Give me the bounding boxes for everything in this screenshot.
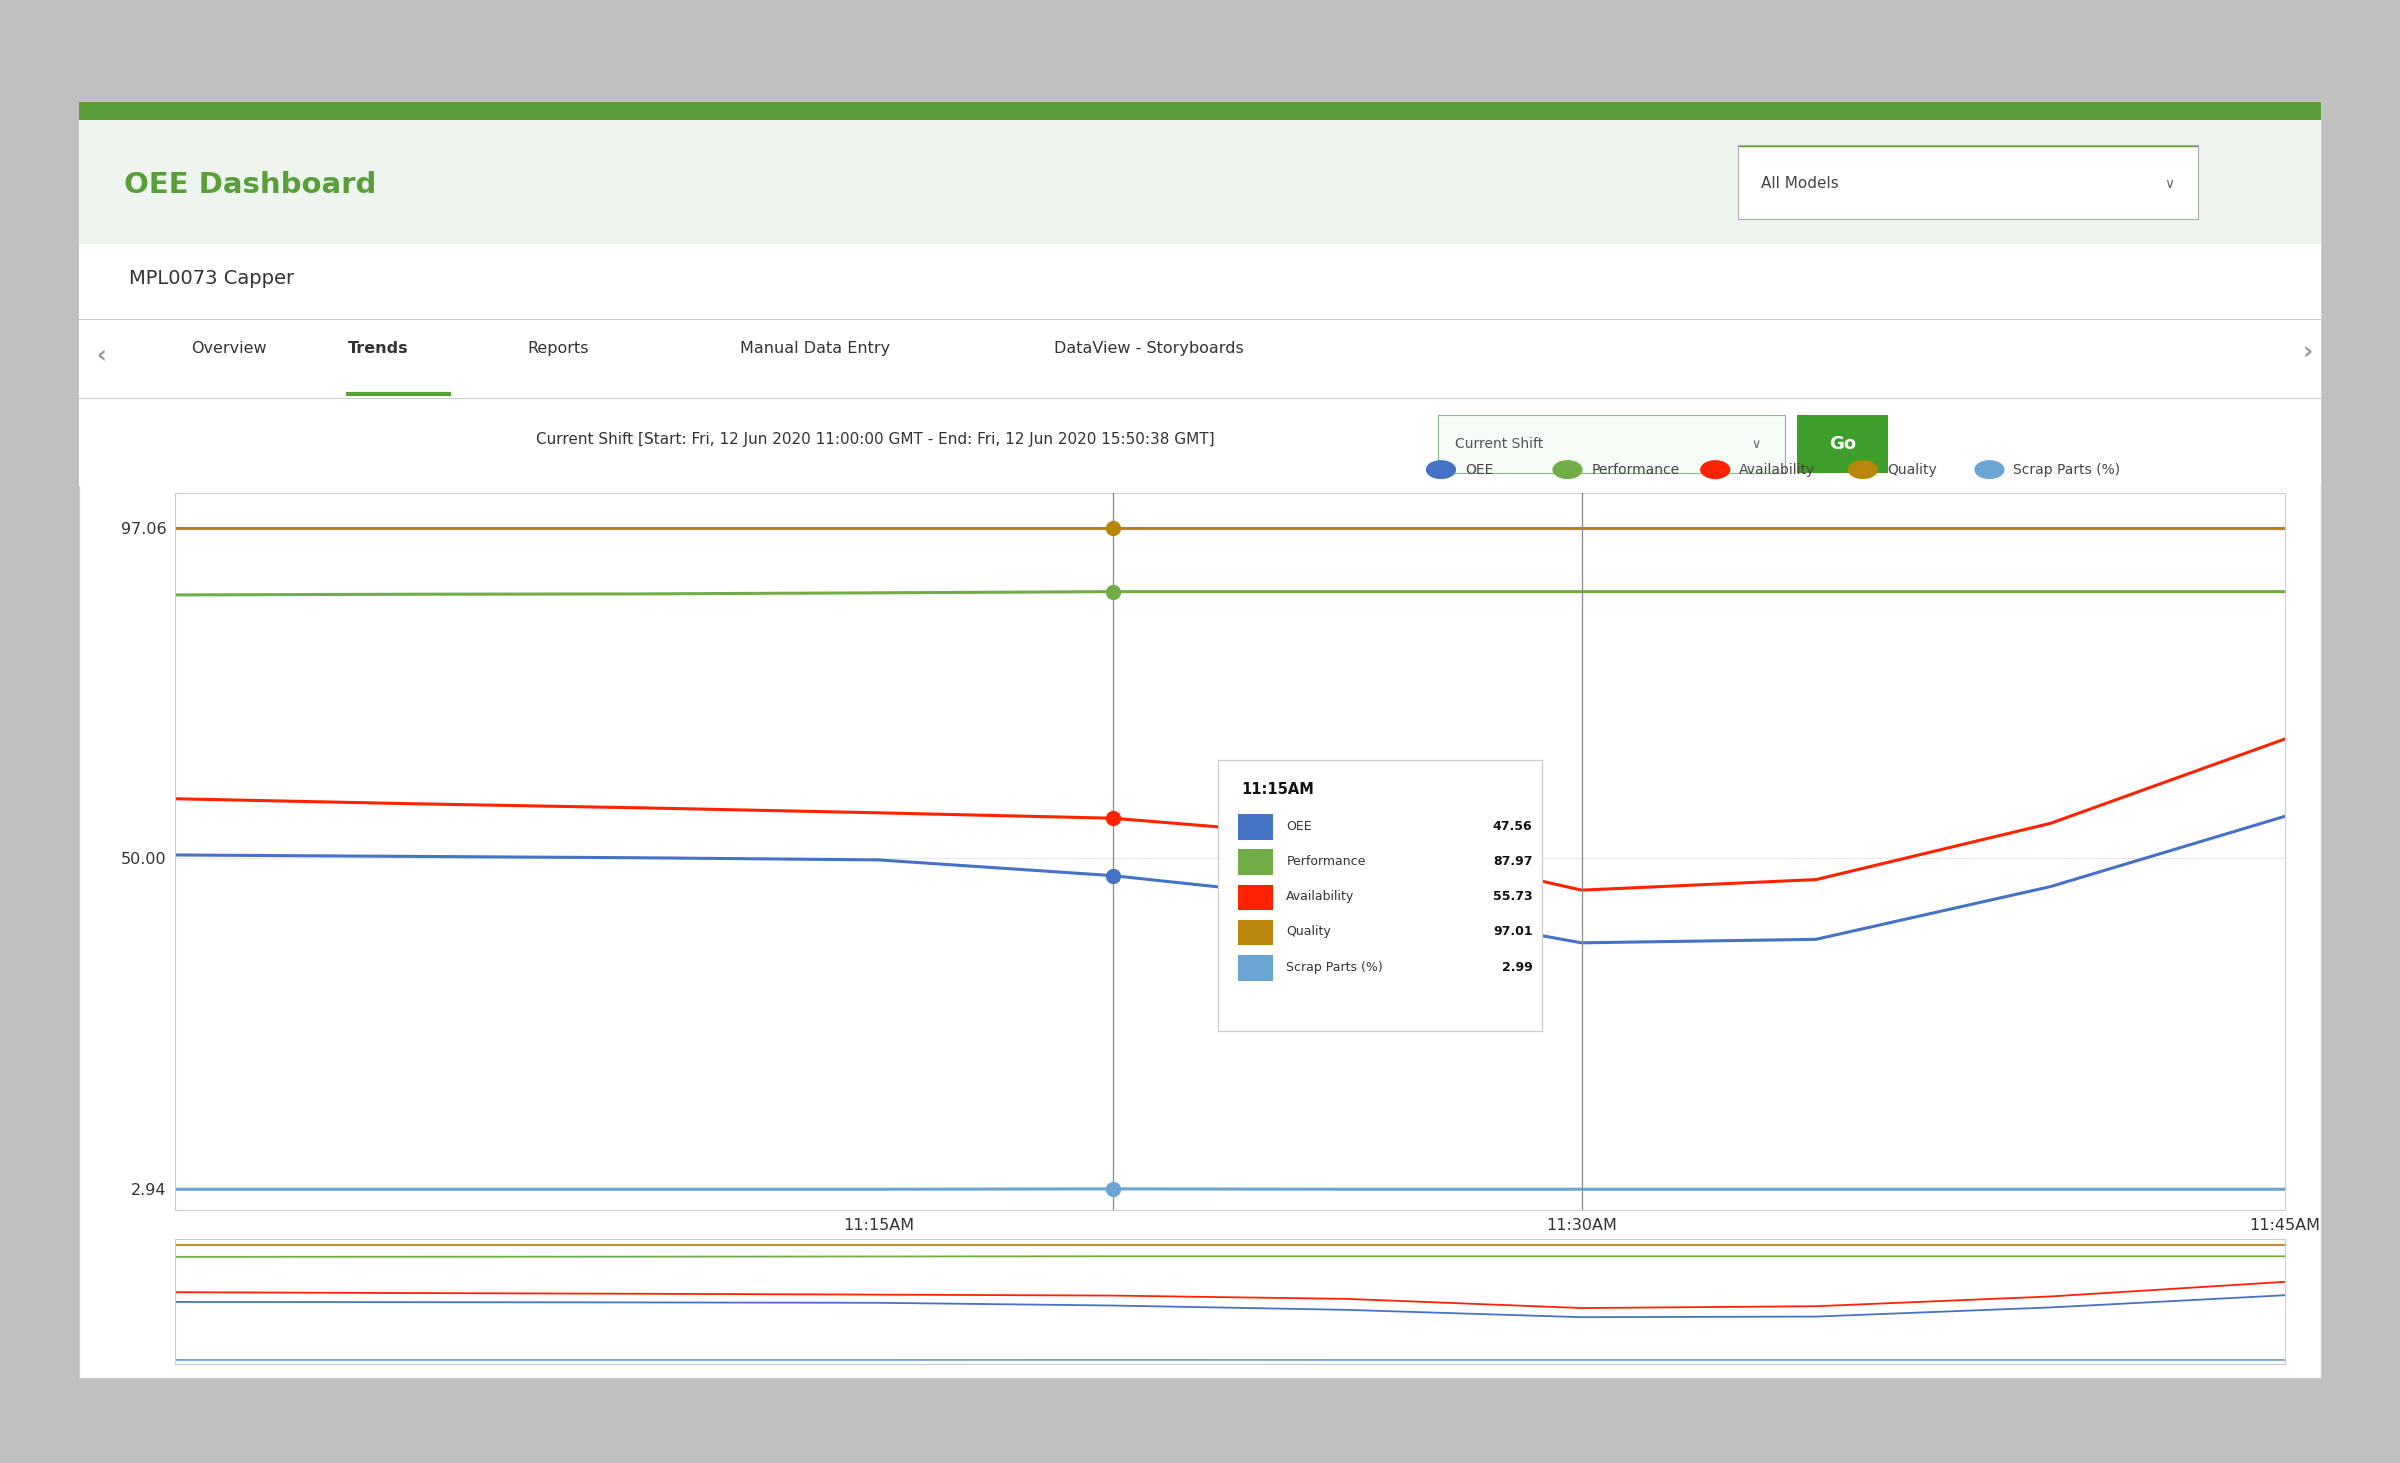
Text: Performance: Performance <box>1591 462 1680 477</box>
Text: ›: › <box>94 341 103 364</box>
Text: Reports: Reports <box>528 341 588 356</box>
Text: DataView - Storyboards: DataView - Storyboards <box>1054 341 1243 356</box>
FancyBboxPatch shape <box>1238 813 1274 840</box>
Text: MPL0073 Capper: MPL0073 Capper <box>130 269 293 288</box>
Text: Trends: Trends <box>348 341 408 356</box>
Text: 47.56: 47.56 <box>1493 819 1534 832</box>
Text: Current Shift: Current Shift <box>1454 437 1543 451</box>
Text: OEE Dashboard: OEE Dashboard <box>125 171 377 199</box>
Text: 97.01: 97.01 <box>1493 926 1534 938</box>
Text: Scrap Parts (%): Scrap Parts (%) <box>2014 462 2122 477</box>
Text: ›: › <box>2304 341 2314 364</box>
Text: Manual Data Entry: Manual Data Entry <box>742 341 890 356</box>
FancyBboxPatch shape <box>1238 955 1274 980</box>
Text: Quality: Quality <box>1286 926 1332 938</box>
FancyBboxPatch shape <box>1238 850 1274 875</box>
Text: OEE: OEE <box>1464 462 1493 477</box>
Text: Performance: Performance <box>1286 854 1366 868</box>
Text: Availability: Availability <box>1286 890 1354 903</box>
Text: Scrap Parts (%): Scrap Parts (%) <box>1286 961 1382 973</box>
Text: 55.73: 55.73 <box>1493 890 1534 903</box>
Text: 11:15AM: 11:15AM <box>1241 781 1313 797</box>
Text: Quality: Quality <box>1886 462 1937 477</box>
Text: ∨: ∨ <box>1752 437 1762 451</box>
Text: All Models: All Models <box>1762 176 1838 192</box>
FancyBboxPatch shape <box>1238 885 1274 910</box>
FancyBboxPatch shape <box>1238 920 1274 945</box>
Text: 2.99: 2.99 <box>1502 961 1534 973</box>
Text: Availability: Availability <box>1740 462 1814 477</box>
Text: 87.97: 87.97 <box>1493 854 1534 868</box>
Text: OEE: OEE <box>1286 819 1313 832</box>
Text: Overview: Overview <box>192 341 266 356</box>
Text: ∨: ∨ <box>2165 177 2174 190</box>
Text: Go: Go <box>1829 435 1855 454</box>
Text: Current Shift [Start: Fri, 12 Jun 2020 11:00:00 GMT - End: Fri, 12 Jun 2020 15:5: Current Shift [Start: Fri, 12 Jun 2020 1… <box>535 432 1214 446</box>
